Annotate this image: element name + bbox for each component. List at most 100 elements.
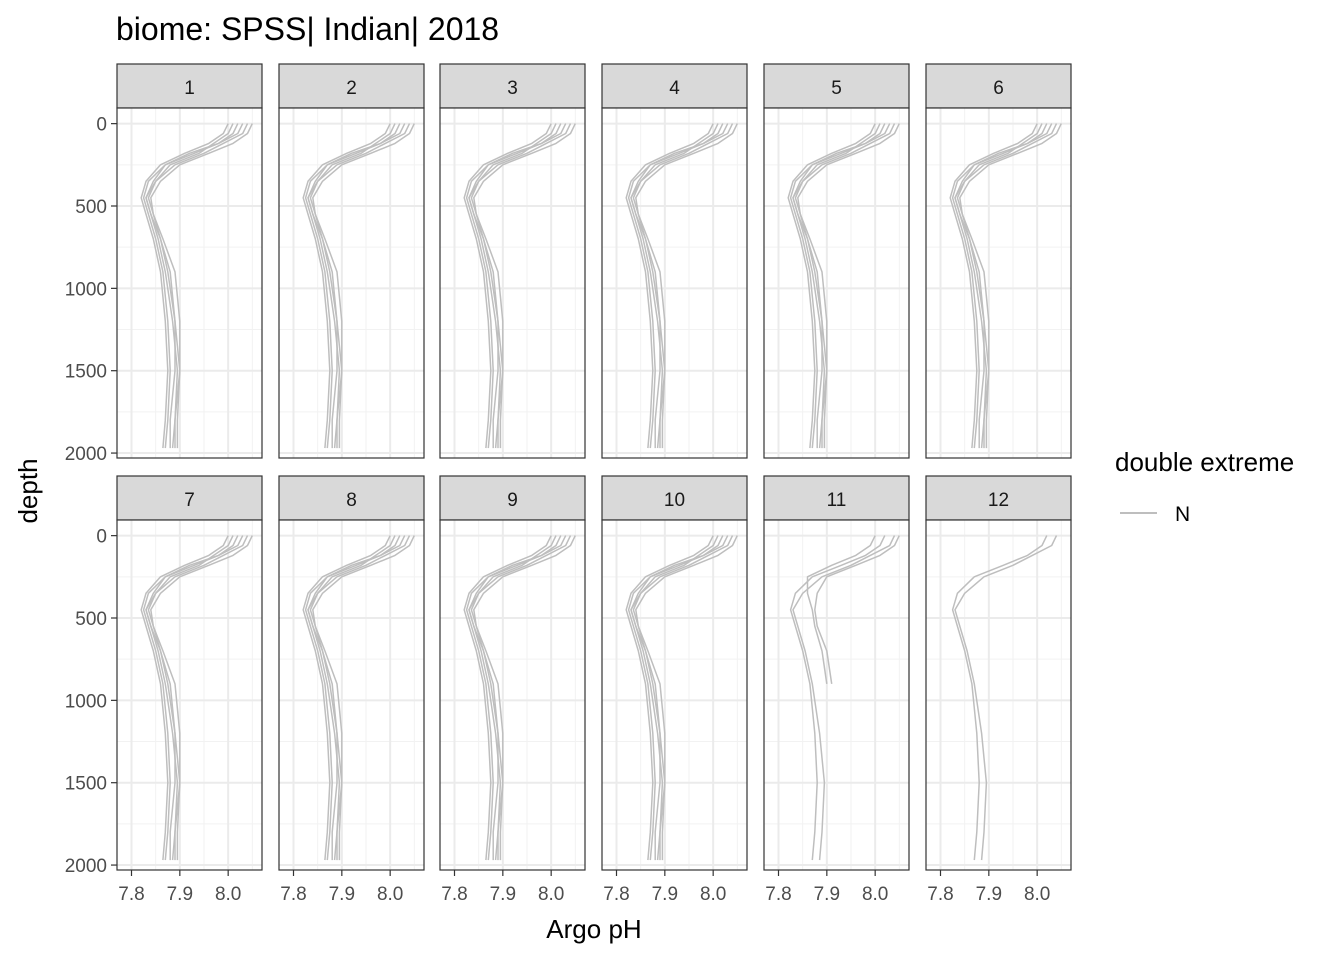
profile-line	[468, 123, 567, 449]
profile-line	[792, 123, 891, 449]
panel-background	[926, 108, 1071, 458]
profile-line	[309, 123, 396, 449]
x-tick-label: 7.8	[441, 884, 467, 905]
profile-line	[147, 123, 234, 449]
y-tick-label: 500	[75, 197, 107, 218]
profile-line	[625, 535, 714, 861]
facet-strip-label: 6	[993, 78, 1004, 99]
facet-panel-8: 8 7.8 7.9 8.0	[278, 475, 425, 905]
x-tick-label: 7.8	[927, 884, 953, 905]
x-tick-label: 7.9	[490, 884, 516, 905]
x-tick-label: 8.0	[700, 884, 726, 905]
x-tick-label: 8.0	[1024, 884, 1050, 905]
profile-line	[956, 123, 1043, 449]
profile-line	[312, 535, 415, 861]
legend: double extreme N	[1115, 447, 1294, 526]
y-tick-label: 1000	[65, 279, 107, 300]
y-tick-label: 0	[96, 115, 107, 136]
facet-strip-label: 10	[664, 490, 685, 511]
facet-strip	[116, 475, 263, 521]
profile-line	[787, 123, 876, 449]
x-tick-label: 8.0	[862, 884, 888, 905]
x-axis-title: Argo pH	[546, 914, 641, 944]
profile-line	[470, 535, 557, 861]
facet-strip	[925, 475, 1072, 521]
x-tick-label: 7.9	[814, 884, 840, 905]
profile-line	[473, 123, 576, 449]
profile-line	[954, 123, 1053, 449]
x-tick-label: 7.8	[118, 884, 144, 905]
y-tick-label: 1500	[65, 774, 107, 795]
profile-line	[959, 123, 1062, 449]
facet-panel-7: 7 0 500 1000 1500 2000 7.8 7.9 8.0	[65, 475, 263, 905]
facet-panel-5: 5	[763, 63, 910, 459]
facet-panel-6: 6	[925, 63, 1072, 459]
panel-background	[926, 520, 1071, 870]
panel-border	[601, 107, 748, 459]
facet-strip	[439, 63, 586, 109]
panel-border	[439, 107, 586, 459]
profile-line	[632, 535, 719, 861]
panel-border	[925, 107, 1072, 459]
facet-panel-3: 3	[439, 63, 586, 459]
profile-line	[797, 123, 900, 449]
y-tick-label: 1000	[65, 691, 107, 712]
panel-background	[764, 520, 909, 870]
profile-line	[473, 535, 576, 861]
facet-panel-1: 1 0 500 1000 1500 2000	[65, 63, 263, 465]
facet-strip	[278, 475, 425, 521]
facet-strip-label: 7	[184, 490, 195, 511]
facet-strip	[601, 63, 748, 109]
profile-line	[951, 535, 1048, 861]
profile-line	[147, 535, 234, 861]
x-tick-label: 7.8	[280, 884, 306, 905]
facet-strip-label: 8	[346, 490, 357, 511]
profile-line	[312, 123, 415, 449]
panel-background	[764, 108, 909, 458]
chart-title: biome: SPSS| Indian| 2018	[116, 11, 499, 47]
panel-background	[440, 108, 585, 458]
profile-line	[954, 535, 1058, 861]
facet-strip	[763, 63, 910, 109]
x-tick-label: 7.8	[603, 884, 629, 905]
y-axis-title: depth	[13, 458, 43, 523]
panel-border	[763, 519, 910, 871]
panel-border	[278, 107, 425, 459]
facet-strip-label: 11	[827, 490, 847, 511]
profile-line	[140, 535, 229, 861]
legend-title: double extreme	[1115, 447, 1294, 477]
facet-strip-label: 1	[184, 78, 195, 99]
panel-border	[116, 107, 263, 459]
panel-border	[278, 519, 425, 871]
x-tick-label: 7.8	[765, 884, 791, 905]
profile-line	[463, 123, 552, 449]
panel-background	[602, 520, 747, 870]
profile-line	[792, 535, 896, 861]
facet-panel-10: 10 7.8 7.9 8.0	[601, 475, 748, 905]
panel-border	[925, 519, 1072, 871]
profile-line	[150, 123, 253, 449]
y-tick-label: 0	[96, 527, 107, 548]
x-tick-label: 8.0	[377, 884, 403, 905]
panel-border	[601, 519, 748, 871]
y-tick-label: 1500	[65, 362, 107, 383]
facet-strip-label: 3	[507, 78, 518, 99]
profile-line	[309, 535, 396, 861]
panel-background	[279, 520, 424, 870]
profile-line	[468, 535, 567, 861]
x-tick-label: 7.9	[652, 884, 678, 905]
profile-line	[470, 123, 557, 449]
profile-line	[625, 123, 714, 449]
facet-strip	[116, 63, 263, 109]
facet-strip-label: 2	[346, 78, 357, 99]
profile-line	[307, 535, 406, 861]
facet-strip	[601, 475, 748, 521]
facet-panel-12: 12 7.8 7.9 8.0	[925, 475, 1072, 905]
profile-line	[302, 123, 391, 449]
panel-border	[439, 519, 586, 871]
x-tick-label: 7.9	[167, 884, 193, 905]
profile-line	[630, 535, 729, 861]
profile-line	[302, 535, 391, 861]
